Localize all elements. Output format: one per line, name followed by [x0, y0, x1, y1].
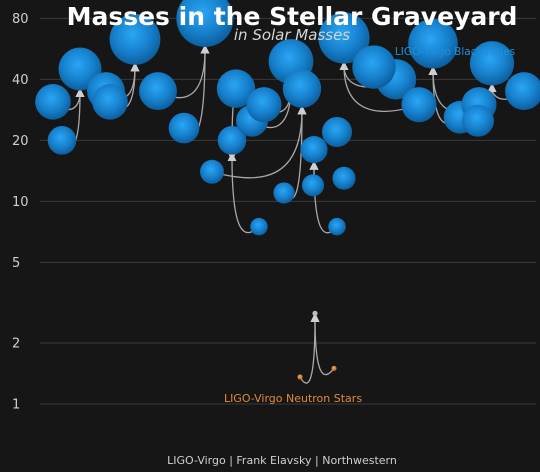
ns-remnant-point	[312, 310, 318, 316]
bh-remnant-point	[300, 136, 328, 164]
bh-progenitor-point	[35, 83, 71, 120]
ns-merger-arrow	[310, 312, 335, 376]
y-tick-label: 80	[12, 12, 29, 27]
bh-remnant-point	[282, 69, 322, 108]
bh-progenitor-point	[216, 69, 256, 108]
bh-remnant-point	[109, 13, 161, 65]
bh-progenitor-point	[301, 174, 325, 197]
chart-subtitle: in Solar Masses	[234, 26, 350, 44]
credit-text: LIGO-Virgo | Frank Elavsky | Northwester…	[167, 454, 397, 467]
bh-progenitor-point	[328, 217, 346, 236]
y-tick-label: 5	[12, 256, 20, 271]
bh-progenitor-point	[47, 126, 77, 155]
bh-remnant-point	[318, 12, 370, 64]
bh-remnant-point	[176, 0, 234, 47]
bh-progenitor-point	[168, 112, 200, 144]
bh-progenitor-point	[139, 72, 177, 111]
bh-merger-arrow	[211, 105, 307, 179]
bh-remnant-point	[469, 41, 515, 86]
bh-point	[332, 166, 356, 190]
ns-progenitor-point	[297, 374, 303, 380]
ns-merger-arrow	[299, 312, 320, 384]
bh-progenitor-point	[250, 217, 268, 236]
legend-neutron-stars: LIGO-Virgo Neutron Stars	[224, 392, 362, 405]
bh-progenitor-point	[505, 72, 540, 111]
chart-title: Masses in the Stellar Graveyard	[67, 2, 518, 31]
ns-progenitor-point	[331, 365, 337, 371]
bh-progenitor-point	[246, 87, 282, 123]
bh-progenitor-point	[200, 159, 224, 184]
bh-progenitor-point	[92, 83, 128, 120]
bh-progenitor-point	[462, 104, 494, 137]
y-tick-label: 1	[12, 398, 20, 413]
bh-remnant-point	[58, 47, 102, 91]
y-tick-label: 40	[12, 73, 29, 88]
data-points	[35, 0, 540, 380]
bh-progenitor-point	[401, 87, 437, 123]
bh-point	[352, 45, 396, 89]
y-axis-ticks: 1 2 5 10 20 40 80	[12, 12, 29, 413]
bh-progenitor-point	[273, 182, 295, 204]
bh-remnant-point	[217, 126, 247, 155]
legend-black-holes: LIGO-Virgo Black Holes	[395, 46, 515, 58]
y-tick-label: 20	[12, 134, 29, 149]
bh-remnant-point	[408, 18, 458, 69]
y-tick-label: 2	[12, 337, 20, 352]
y-tick-label: 10	[12, 195, 29, 210]
bh-point	[321, 116, 353, 147]
